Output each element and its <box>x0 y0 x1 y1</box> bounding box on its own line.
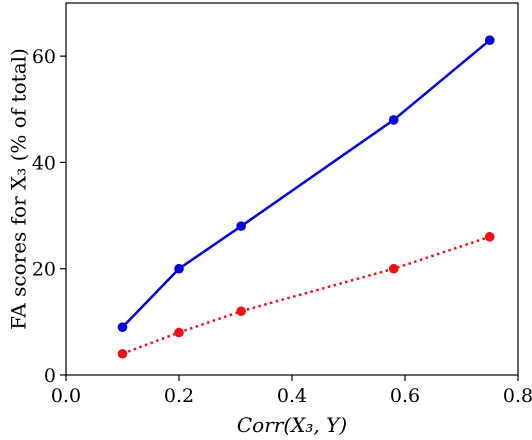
y-axis: 0 20 40 60 <box>32 46 66 387</box>
y-axis-label: FA scores for X₃ (% of total) <box>7 48 31 330</box>
series-2-point <box>236 306 246 317</box>
series-1-point <box>174 263 184 274</box>
plot-frame <box>65 2 519 376</box>
series-1-line <box>121 39 491 329</box>
plot-marks <box>117 35 495 359</box>
x-axis-label: Corr(X₃, Y) <box>237 413 347 437</box>
series-1-point <box>388 115 399 125</box>
x-tick-label: 0.0 <box>51 385 81 407</box>
x-axis: 0.0 0.2 0.4 0.6 0.8 <box>51 375 532 407</box>
series-2-point <box>174 327 184 338</box>
x-tick-label: 0.4 <box>277 385 307 407</box>
y-tick-label: 20 <box>32 259 56 281</box>
series-2-point <box>388 263 399 274</box>
y-tick-label: 60 <box>32 46 56 68</box>
y-tick-label: 0 <box>44 365 56 387</box>
x-tick-label: 0.6 <box>390 385 420 407</box>
series-1-point <box>484 35 495 45</box>
series-1-point <box>236 221 246 231</box>
series-2-point <box>117 348 128 359</box>
x-tick-label: 0.8 <box>503 385 532 407</box>
y-tick-label: 40 <box>32 152 56 174</box>
series-1-point <box>117 322 128 332</box>
x-tick-label: 0.2 <box>164 385 194 407</box>
series-2-point <box>484 232 495 242</box>
